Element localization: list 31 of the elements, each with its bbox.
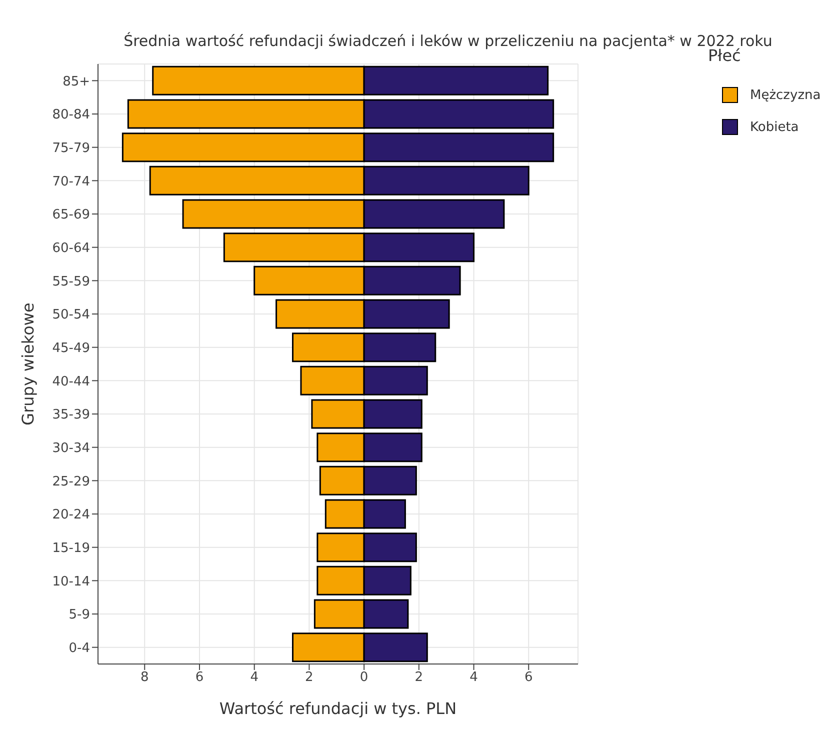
x-axis-title: Wartość refundacji w tys. PLN [219, 699, 457, 718]
y-tick-label: 25-29 [52, 474, 90, 490]
y-tick-label: 20-24 [52, 508, 90, 523]
x-tick-label: 4 [470, 670, 478, 686]
y-tick-label: 65-69 [52, 208, 90, 223]
y-tick-label: 35-39 [52, 408, 90, 423]
y-tick-label: 60-64 [52, 240, 90, 256]
x-tick-label: 4 [250, 670, 258, 686]
x-tick-label: 0 [360, 670, 368, 686]
x-tick-label: 6 [524, 670, 533, 686]
y-tick-label: 30-34 [52, 440, 90, 456]
legend-label: Kobieta [750, 120, 799, 134]
y-tick-label: 45-49 [52, 340, 90, 356]
y-axis-title: Grupy wiekowe [18, 302, 38, 426]
x-tick-label: 2 [414, 670, 424, 686]
y-tick-label: 40-44 [52, 374, 90, 390]
y-tick-label: 5-9 [68, 608, 90, 623]
legend-label: Mężczyzna [750, 88, 821, 102]
y-tick-label: 85+ [62, 74, 90, 90]
y-tick-label: 15-19 [52, 540, 90, 556]
y-tick-label: 80-84 [52, 108, 90, 123]
x-tick-label: 6 [195, 670, 204, 686]
y-tick-label: 50-54 [52, 308, 90, 323]
y-tick-label: 75-79 [52, 140, 90, 156]
y-tick-label: 70-74 [52, 174, 90, 190]
x-tick-label: 2 [305, 670, 314, 686]
legend-title: Płeć [708, 46, 741, 65]
y-tick-label: 55-59 [52, 274, 90, 290]
y-tick-label: 10-14 [52, 574, 90, 590]
x-tick-label: 8 [140, 670, 149, 686]
y-tick-label: 0-4 [68, 640, 90, 656]
